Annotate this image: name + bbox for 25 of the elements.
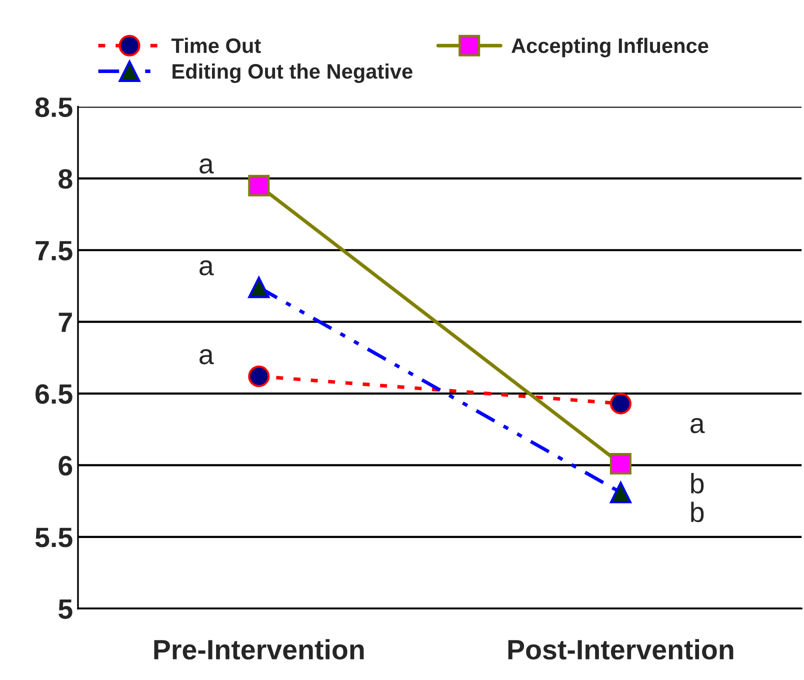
y-tick-label: 8 (58, 169, 72, 189)
annotation: a (200, 158, 214, 174)
point (248, 366, 270, 388)
point (610, 392, 632, 414)
y-tick-label: 7.5 (36, 241, 72, 260)
point (610, 482, 632, 504)
annotation: a (200, 349, 214, 364)
y-tick-label: 6 (58, 456, 72, 476)
annotation: b (691, 473, 704, 494)
point (248, 276, 270, 298)
y-tick-label: 6.5 (36, 384, 72, 404)
y-tick-label: 7 (58, 312, 72, 332)
y-tick-label: 5.5 (35, 528, 72, 548)
point (248, 174, 270, 196)
legend-label: Time Out (171, 38, 261, 54)
x-tick-label: Pre-Intervention (154, 639, 364, 660)
annotation: a (200, 260, 214, 276)
point (610, 453, 632, 475)
annotation: b (691, 502, 704, 522)
y-tick-label: 8.5 (35, 97, 72, 118)
annotation: a (690, 418, 705, 434)
x-tick-label: Post-Intervention (508, 639, 734, 660)
legend-label: Editing Out the Negative (172, 63, 412, 83)
legend-label: Accepting Influence (512, 38, 708, 58)
y-tick-label: 5 (58, 600, 72, 619)
